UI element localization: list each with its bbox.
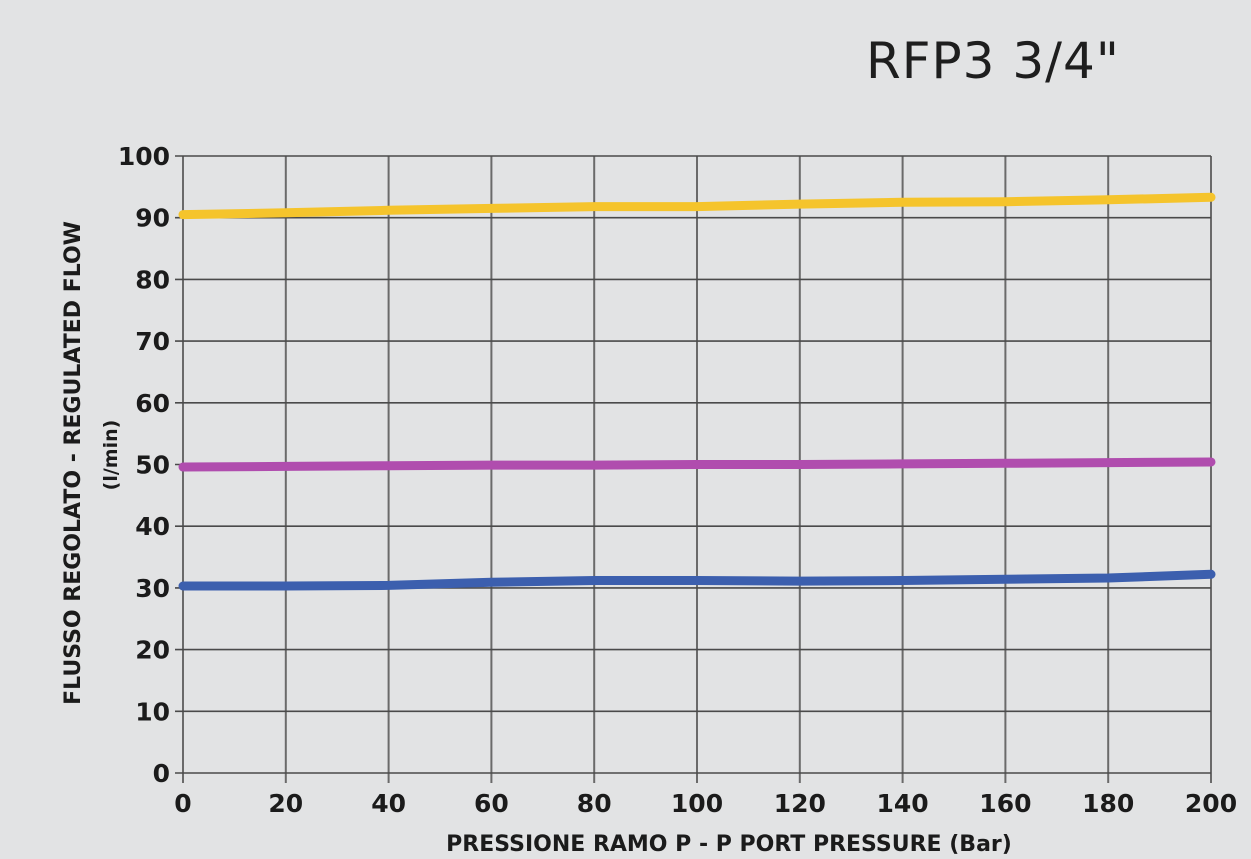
x-tick-label: 200 [1185, 789, 1237, 818]
x-tick-label: 180 [1082, 789, 1134, 818]
x-tick-label: 100 [671, 789, 723, 818]
x-tick-label: 20 [268, 789, 303, 818]
series-line-3 [178, 569, 1216, 591]
chart-title: RFP3 3/4" [866, 32, 1120, 90]
y-tick-label: 10 [135, 697, 170, 726]
y-axis-label: FLUSSO REGOLATO - REGULATED FLOW [61, 221, 86, 705]
y-tick-label: 20 [135, 636, 170, 665]
x-tick-labels: 0 20 40 60 80 100 120 140 160 180 200 [174, 789, 1237, 818]
y-tick-label: 90 [135, 204, 170, 233]
y-tick-label: 80 [135, 265, 170, 294]
series-line-1 [178, 192, 1216, 220]
y-tick-labels: 0 10 20 30 40 50 60 70 80 90 100 [118, 142, 170, 788]
y-tick-label: 100 [118, 142, 170, 171]
y-tick-label: 0 [153, 759, 170, 788]
y-axis-unit-label: (l/min) [100, 420, 122, 491]
x-tick-label: 0 [174, 789, 191, 818]
series-lines [178, 192, 1216, 591]
x-tick-label: 40 [371, 789, 406, 818]
y-tick-label: 40 [135, 512, 170, 541]
x-tick-label: 160 [979, 789, 1031, 818]
x-tick-label: 120 [774, 789, 826, 818]
x-tick-label: 60 [474, 789, 509, 818]
y-tick-label: 70 [135, 327, 170, 356]
grid [175, 155, 1212, 783]
y-tick-label: 60 [135, 389, 170, 418]
x-tick-label: 140 [877, 789, 929, 818]
x-axis-label: PRESSIONE RAMO P - P PORT PRESSURE (Bar) [446, 832, 1012, 857]
y-tick-label: 50 [135, 451, 170, 480]
x-tick-label: 80 [577, 789, 612, 818]
y-tick-label: 30 [135, 574, 170, 603]
series-line-2 [178, 457, 1216, 472]
